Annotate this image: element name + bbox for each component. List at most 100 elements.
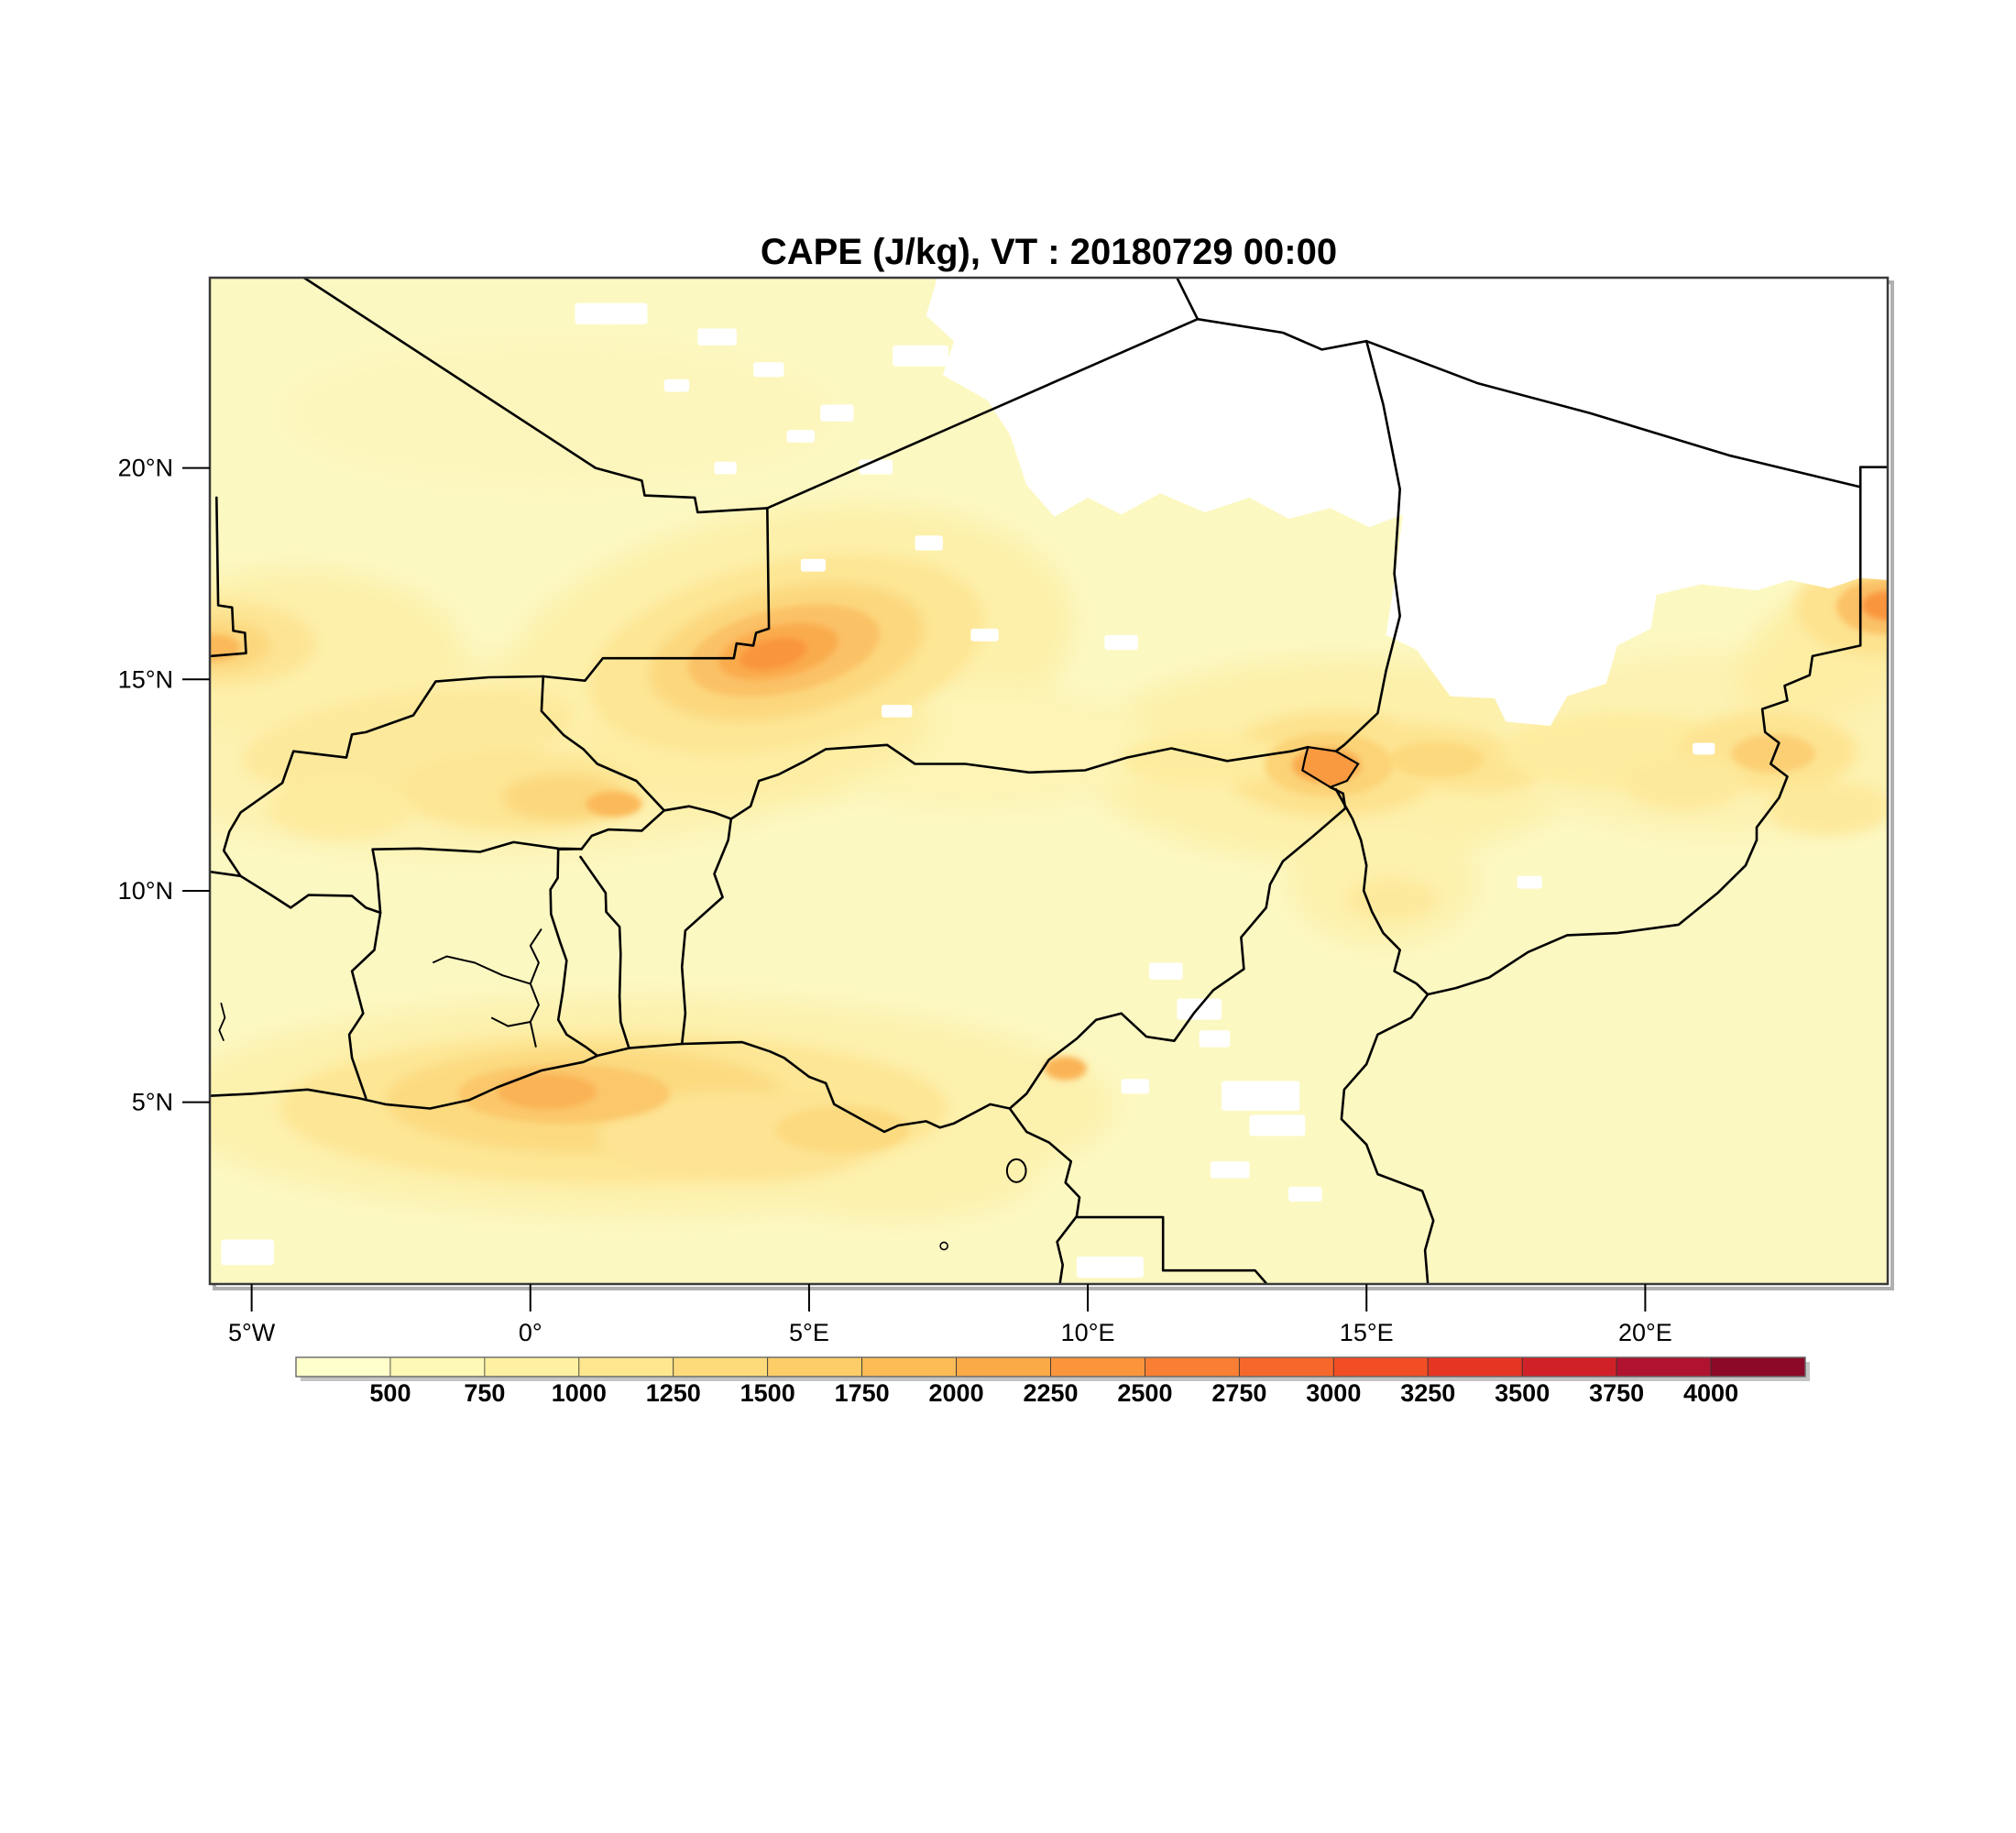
country-border-line [579, 855, 630, 1049]
colorbar-cell [484, 1356, 580, 1377]
axes: 5°W 0° 5°E 10°E 15°E 20°E 20°N 15°N 10°N 5°N [118, 455, 1672, 1346]
country-border-line [594, 466, 769, 514]
colorbar-tick-label: 3750 [1589, 1379, 1644, 1407]
cape-contour-blob [739, 637, 808, 671]
no-data-patch [882, 704, 913, 718]
country-border-line [663, 805, 733, 820]
colorbar-cell [1238, 1356, 1334, 1377]
colorbar-tick-label: 4000 [1683, 1379, 1738, 1407]
cape-contour-blob [1861, 590, 1888, 620]
cape-contour-blob [1731, 734, 1815, 773]
cape-contour-blob [1623, 755, 1746, 811]
country-border-line [1755, 466, 1862, 841]
colorbar-cell [767, 1356, 863, 1377]
country-border-line [210, 496, 247, 658]
x-tick-label: 10°E [1061, 1319, 1115, 1346]
cape-contour-blob [775, 1106, 910, 1153]
no-data-patch [1249, 1114, 1306, 1136]
cape-contour-blob [1768, 781, 1888, 836]
colorbar-cell [1616, 1356, 1712, 1377]
principe-island [939, 1241, 948, 1251]
colorbar-cell [956, 1356, 1051, 1377]
lake-kossou [218, 1002, 226, 1042]
country-border-line [1426, 839, 1759, 996]
country-border-line [1176, 278, 1200, 321]
cape-contour-blob [1388, 741, 1484, 778]
colorbar-tick-label: 750 [464, 1379, 505, 1407]
colorbar-tick-label: 2000 [929, 1379, 984, 1407]
colorbar-tick-label: 3000 [1306, 1379, 1361, 1407]
country-border-line [210, 675, 545, 878]
colorbar-tick-label: 1500 [740, 1379, 795, 1407]
country-border-line [210, 1040, 1081, 1284]
country-border-line [1196, 317, 1368, 351]
country-border-line [347, 911, 382, 1100]
no-data-patch [663, 379, 690, 392]
country-border-line [540, 675, 666, 812]
cape-contour-blob [1121, 734, 1289, 785]
no-data-patch [753, 362, 784, 378]
cape-contour-blob [1044, 1056, 1087, 1081]
country-border-line [371, 808, 666, 915]
colorbar: 500 750 1000 1250 1500 1750 2000 2250 2500 2750 30… [295, 1356, 1810, 1407]
no-data-patch [786, 430, 816, 443]
y-tick-label: 10°N [118, 877, 173, 905]
no-data-patch [1104, 634, 1138, 650]
map-field [210, 278, 1888, 1284]
colorbar-tick-label: 1250 [646, 1379, 701, 1407]
colorbar-tick-label: 1750 [835, 1379, 890, 1407]
cape-contour-blob [268, 778, 414, 839]
no-data-patch [1076, 1257, 1144, 1279]
x-tick-label: 5°E [789, 1319, 829, 1346]
cape-contour-blob [1346, 878, 1437, 921]
country-border-line [542, 507, 771, 683]
no-data-patch [800, 558, 827, 572]
no-data-patch [1517, 875, 1542, 889]
lake-volta [432, 927, 542, 1048]
colorbar-tick-label: 2750 [1211, 1379, 1266, 1407]
colorbar-cell [578, 1356, 674, 1377]
country-border-line [1334, 339, 1401, 753]
no-data-patch [714, 461, 737, 475]
no-data-patch [221, 1239, 274, 1266]
country-border-line [1008, 785, 1347, 1110]
cape-contour-blob [497, 1073, 597, 1110]
colorbar-tick-label: 2250 [1023, 1379, 1078, 1407]
country-border-line [729, 743, 1309, 820]
no-data-patch [1222, 1081, 1300, 1111]
no-data-patch [1210, 1161, 1250, 1179]
y-tick-label: 20°N [118, 455, 173, 482]
no-data-patch [1693, 742, 1715, 755]
colorbar-cell [861, 1356, 957, 1377]
figure-title: CAPE (J/kg), VT : 20180729 00:00 [761, 232, 1337, 272]
x-tick-label: 15°E [1340, 1319, 1394, 1346]
x-tick-label: 0° [519, 1319, 542, 1346]
colorbar-cell [389, 1356, 486, 1377]
no-data-patch [1148, 962, 1183, 980]
colorbar-cell [1050, 1356, 1145, 1377]
colorbar-tick-label: 3250 [1400, 1379, 1455, 1407]
no-data-patch [575, 302, 648, 324]
cape-contour-blob [210, 633, 241, 662]
x-tick-label: 20°E [1618, 1319, 1672, 1346]
x-tick-label: 5°W [228, 1319, 276, 1346]
colorbar-cell [673, 1356, 769, 1377]
no-data-patch [1288, 1186, 1322, 1202]
y-tick-label: 5°N [132, 1089, 173, 1116]
cape-contour-blob [279, 336, 838, 489]
bioko-island [1005, 1158, 1027, 1183]
no-data-patch [1177, 998, 1222, 1020]
y-tick-label: 15°N [118, 665, 173, 693]
colorbar-tick-label: 1000 [552, 1379, 607, 1407]
colorbar-cell [1521, 1356, 1617, 1377]
lake-chad [1301, 745, 1360, 789]
colorbar-cell [1332, 1356, 1429, 1377]
country-border-line [239, 874, 382, 915]
country-border-line [765, 317, 1200, 510]
country-border-line [1364, 339, 1862, 488]
colorbar-cell [1710, 1356, 1806, 1377]
colorbar-tick-label: 500 [369, 1379, 411, 1407]
country-border-line [549, 847, 599, 1058]
colorbar-tick-label: 2500 [1117, 1379, 1172, 1407]
